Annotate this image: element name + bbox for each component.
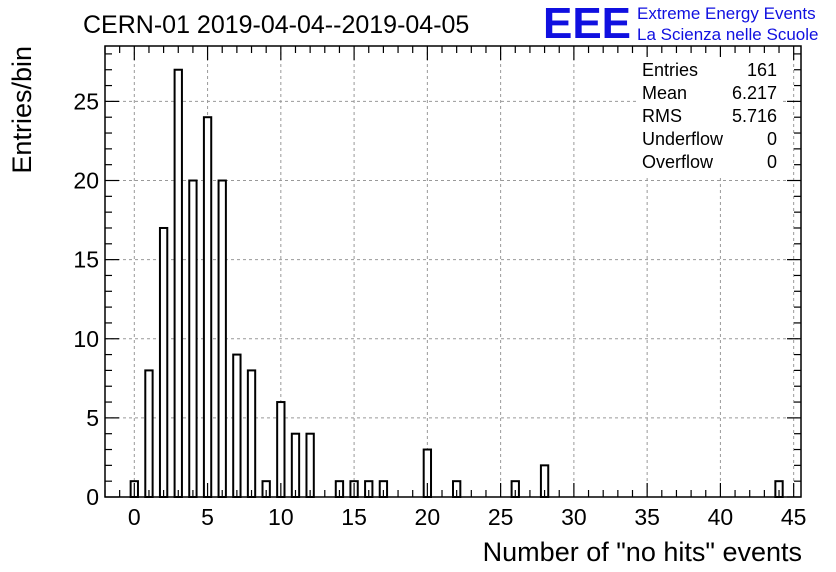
stats-label: Underflow: [642, 129, 724, 149]
histogram-bar: [158, 226, 169, 498]
logo-line-1: Extreme Energy Events: [637, 4, 816, 23]
x-axis-title: Number of "no hits" events: [483, 537, 802, 567]
x-tick-label: 5: [201, 504, 214, 530]
stats-box: Entries 161 Mean 6.217 RMS 5.716 Underflow 0 Ove…: [638, 57, 781, 176]
histogram-bar: [144, 369, 154, 498]
histogram-bar: [276, 401, 286, 499]
y-tick-label: 20: [73, 168, 99, 194]
histogram-bar: [246, 369, 257, 498]
x-tick-label: 10: [268, 504, 294, 530]
x-tick-label: 15: [341, 504, 367, 530]
y-tick-label: 0: [86, 484, 99, 510]
x-tick-label: 45: [781, 504, 807, 530]
x-axis-ticks: 0 5 10 15 20 25 30 35 40 45: [104, 46, 807, 530]
y-tick-label: 10: [73, 326, 99, 352]
stats-value: 6.217: [732, 83, 777, 103]
histogram-bar: [290, 432, 301, 498]
histogram-bar: [173, 68, 183, 498]
stats-value: 0: [767, 152, 777, 172]
y-tick-label: 5: [86, 405, 99, 431]
x-tick-label: 40: [708, 504, 734, 530]
stats-label: Mean: [642, 83, 687, 103]
eee-logo: EEE Extreme Energy Events La Scienza nel…: [543, 0, 818, 48]
chart-title: CERN-01 2019-04-04--2019-04-05: [83, 11, 469, 39]
y-tick-label: 25: [73, 88, 99, 114]
x-tick-label: 20: [415, 504, 441, 530]
stats-value: 0: [767, 129, 777, 149]
y-tick-label: 15: [73, 247, 99, 273]
stats-label: Overflow: [642, 152, 714, 172]
eee-logo-mark: EEE: [543, 0, 631, 48]
plot-frame: [104, 45, 802, 498]
x-tick-label: 30: [561, 504, 587, 530]
stats-box-background: [638, 57, 781, 176]
y-axis-title: Entries/bin: [7, 46, 37, 174]
histogram-bar: [232, 353, 242, 498]
x-tick-label: 35: [634, 504, 660, 530]
histogram-bar: [202, 116, 213, 498]
histogram-bar: [217, 179, 227, 499]
x-tick-label: 0: [128, 504, 141, 530]
stats-value: 5.716: [732, 106, 777, 126]
histogram-bar: [305, 432, 315, 498]
stats-label: Entries: [642, 60, 698, 80]
stats-value: 161: [747, 60, 777, 80]
histogram-bar: [188, 179, 198, 499]
logo-line-2: La Scienza nelle Scuole: [637, 25, 818, 44]
stats-label: RMS: [642, 106, 682, 126]
y-axis-ticks: 0 5 10 15 20 25: [73, 53, 801, 510]
x-tick-label: 25: [488, 504, 514, 530]
